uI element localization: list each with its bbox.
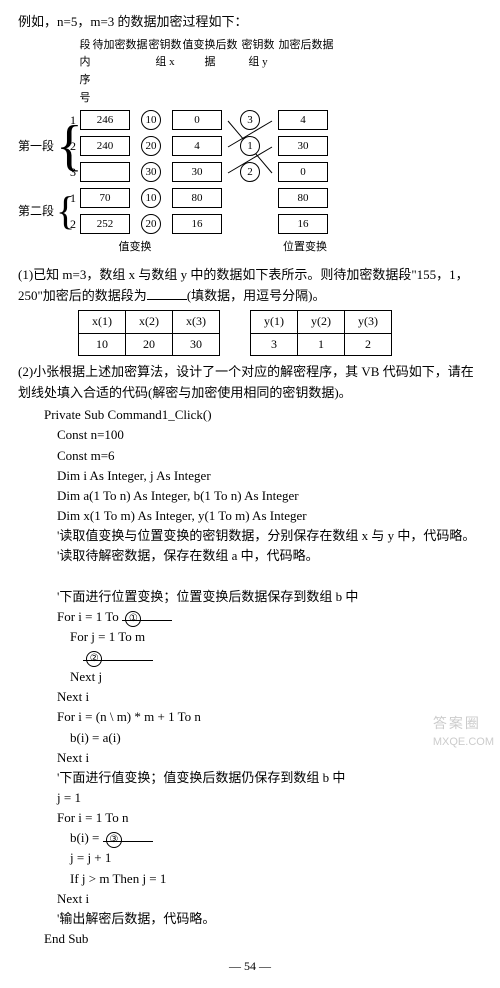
circled-1-icon: ① bbox=[125, 611, 141, 627]
code-line: For i = 1 To bbox=[57, 609, 122, 624]
y-table: y(1)y(2)y(3) 312 bbox=[250, 310, 392, 355]
x-table: x(1)x(2)x(3) 102030 bbox=[78, 310, 220, 355]
code-line: Const n=100 bbox=[57, 427, 124, 442]
segment1-label: 第一段 bbox=[18, 137, 56, 156]
hdr-x: 密钥数组 x bbox=[148, 37, 182, 107]
code-line: j = j + 1 bbox=[70, 850, 111, 865]
code-line: b(i) = a(i) bbox=[70, 730, 121, 745]
cell: y(2) bbox=[298, 311, 345, 333]
cell-b: 80 bbox=[172, 188, 222, 208]
sub-label-right: 位置变换 bbox=[250, 239, 360, 257]
cell-a: 240 bbox=[80, 136, 130, 156]
cell: 10 bbox=[79, 333, 126, 355]
code-line: If j > m Then j = 1 bbox=[70, 871, 166, 886]
cell: 30 bbox=[173, 333, 220, 355]
code-line: Const m=6 bbox=[57, 448, 115, 463]
key-y: 1 bbox=[240, 136, 260, 156]
code-block: Private Sub Command1_Click() Const n=100… bbox=[44, 405, 482, 949]
code-line: Private Sub Command1_Click() bbox=[44, 407, 212, 422]
cell: 2 bbox=[345, 333, 392, 355]
cell-c: 16 bbox=[278, 214, 328, 234]
key-x: 10 bbox=[141, 188, 161, 208]
cell: y(3) bbox=[345, 311, 392, 333]
code-line: '输出解密后数据，代码略。 bbox=[57, 911, 215, 926]
cell-c: 0 bbox=[278, 162, 328, 182]
code-line: j = 1 bbox=[57, 790, 81, 805]
code-line: Next i bbox=[57, 750, 89, 765]
code-line: For j = 1 To m bbox=[70, 629, 145, 644]
code-line: Next i bbox=[57, 689, 89, 704]
table-row: 1 246 10 0 3 4 bbox=[66, 107, 328, 133]
hdr-idx: 段内序号 bbox=[78, 37, 92, 107]
fill-blank[interactable] bbox=[147, 286, 187, 300]
circled-3-icon: ③ bbox=[106, 832, 122, 848]
hdr-c: 加密后数据 bbox=[278, 37, 334, 107]
page-number: — 54 — bbox=[18, 957, 482, 976]
code-line: For i = 1 To n bbox=[57, 810, 129, 825]
sub-label-left: 值变换 bbox=[80, 239, 190, 257]
code-line: '读取值变换与位置变换的密钥数据，分别保存在数组 x 与 y 中，代码略。 bbox=[57, 528, 475, 543]
key-x: 20 bbox=[141, 136, 161, 156]
cell: 20 bbox=[126, 333, 173, 355]
cell: y(1) bbox=[251, 311, 298, 333]
watermark: 答案圈 MXQE.COM bbox=[433, 712, 494, 752]
code-line: Dim a(1 To n) As Integer, b(1 To n) As I… bbox=[57, 488, 299, 503]
encryption-diagram: 段内序号 待加密数据 密钥数组 x 值变换后数据 密钥数组 y 加密后数据 第一… bbox=[18, 37, 482, 257]
code-line: '下面进行值变换；值变换后数据仍保存到数组 b 中 bbox=[57, 770, 345, 785]
question-1: (1)已知 m=3，数组 x 与数组 y 中的数据如下表所示。则待加密数据段"1… bbox=[18, 265, 482, 307]
intro-text: 例如，n=5，m=3 的数据加密过程如下： bbox=[18, 12, 482, 33]
cell-a bbox=[80, 162, 130, 182]
cell-c: 4 bbox=[278, 110, 328, 130]
cell-b: 0 bbox=[172, 110, 222, 130]
code-line: End Sub bbox=[44, 931, 88, 946]
cell: x(1) bbox=[79, 311, 126, 333]
table-row: 1 70 10 80 80 bbox=[66, 185, 328, 211]
cell-b: 16 bbox=[172, 214, 222, 234]
hdr-a: 待加密数据 bbox=[92, 37, 148, 107]
cell-b: 4 bbox=[172, 136, 222, 156]
fill-blank-1[interactable]: ① bbox=[122, 607, 172, 621]
segment2-label: 第二段 bbox=[18, 202, 56, 221]
key-y: 2 bbox=[240, 162, 260, 182]
watermark-bottom: MXQE.COM bbox=[433, 734, 494, 752]
key-x: 30 bbox=[141, 162, 161, 182]
code-line: '下面进行位置变换；位置变换后数据保存到数组 b 中 bbox=[57, 589, 358, 604]
cell-c: 30 bbox=[278, 136, 328, 156]
hdr-y: 密钥数组 y bbox=[238, 37, 278, 107]
cell-a: 252 bbox=[80, 214, 130, 234]
cell-b: 30 bbox=[172, 162, 222, 182]
cell-c: 80 bbox=[278, 188, 328, 208]
key-y: 3 bbox=[240, 110, 260, 130]
cell: 3 bbox=[251, 333, 298, 355]
table-row: 2 252 20 16 16 bbox=[66, 211, 328, 237]
key-x: 10 bbox=[141, 110, 161, 130]
fill-blank-3[interactable]: ③ bbox=[103, 828, 153, 842]
hdr-b: 值变换后数据 bbox=[182, 37, 238, 107]
code-line: Next j bbox=[70, 669, 102, 684]
table-row: 2 240 20 4 1 30 bbox=[66, 133, 328, 159]
watermark-top: 答案圈 bbox=[433, 712, 494, 734]
cell: x(2) bbox=[126, 311, 173, 333]
q1-tail: (填数据，用逗号分隔)。 bbox=[187, 288, 326, 303]
code-line: Dim i As Integer, j As Integer bbox=[57, 468, 211, 483]
cell-a: 70 bbox=[80, 188, 130, 208]
circled-2-icon: ② bbox=[86, 651, 102, 667]
cell: 1 bbox=[298, 333, 345, 355]
cell: x(3) bbox=[173, 311, 220, 333]
code-line: b(i) = bbox=[70, 830, 103, 845]
key-x: 20 bbox=[141, 214, 161, 234]
code-line: Next i bbox=[57, 891, 89, 906]
code-line: '读取待解密数据，保存在数组 a 中，代码略。 bbox=[57, 548, 319, 563]
fill-blank-2[interactable]: ② bbox=[83, 647, 153, 661]
code-line: For i = (n \ m) * m + 1 To n bbox=[57, 709, 201, 724]
table-row: 3 30 30 2 0 bbox=[66, 159, 328, 185]
question-2: (2)小张根据上述加密算法，设计了一个对应的解密程序，其 VB 代码如下，请在划… bbox=[18, 362, 482, 404]
code-line: Dim x(1 To m) As Integer, y(1 To m) As I… bbox=[57, 508, 307, 523]
cell-a: 246 bbox=[80, 110, 130, 130]
